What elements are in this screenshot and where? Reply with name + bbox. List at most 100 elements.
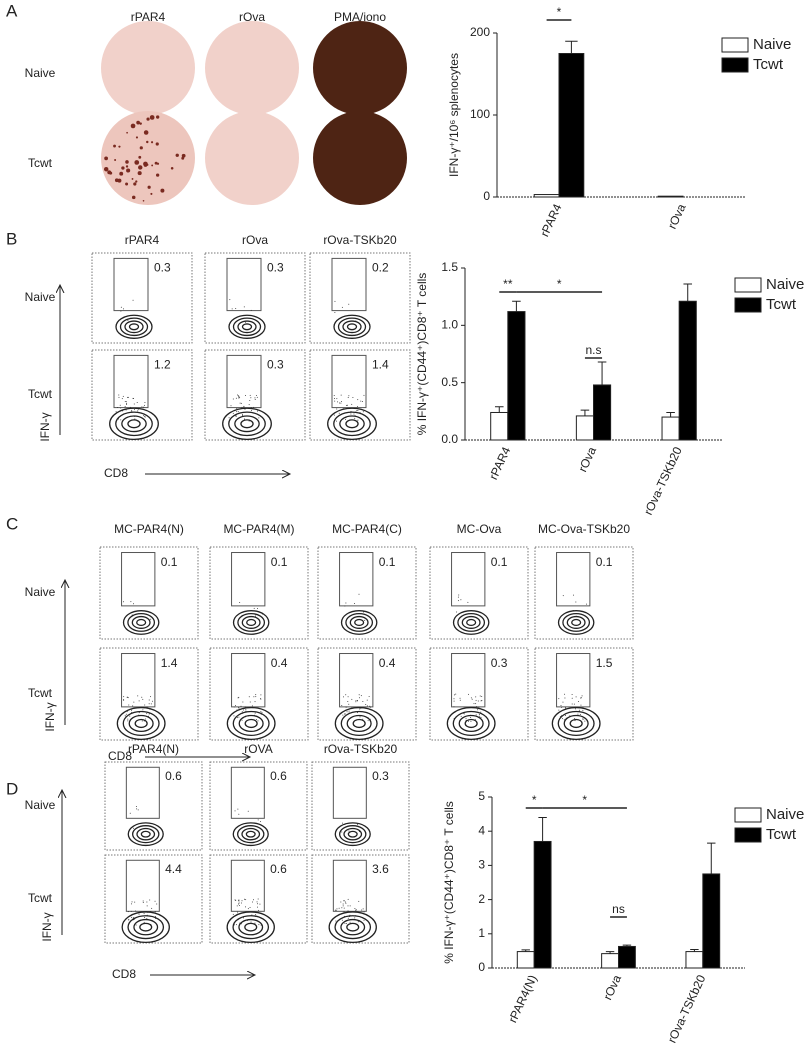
contour <box>240 419 254 429</box>
gate-value: 0.6 <box>165 769 182 783</box>
contour <box>461 615 481 629</box>
event <box>245 321 247 323</box>
event <box>127 911 129 913</box>
x-tick-label: rPAR4 <box>537 201 564 238</box>
event <box>233 706 235 708</box>
error-bar <box>622 944 632 947</box>
event <box>126 403 128 405</box>
contour <box>140 830 151 838</box>
event <box>255 719 257 721</box>
contour <box>347 830 358 838</box>
contour <box>131 615 151 629</box>
event <box>243 306 245 308</box>
spot <box>135 136 139 139</box>
spot <box>121 166 125 170</box>
event <box>355 700 357 702</box>
event <box>476 706 478 708</box>
event <box>480 700 482 702</box>
error-bar <box>494 406 504 413</box>
well <box>313 21 407 115</box>
contour <box>122 610 160 635</box>
event <box>347 905 349 907</box>
event <box>133 603 135 605</box>
event <box>235 705 237 707</box>
flow-plot <box>309 252 411 344</box>
well <box>205 21 299 115</box>
event <box>356 700 358 702</box>
gate <box>125 859 160 912</box>
y-tick-label: 3 <box>478 858 485 872</box>
event <box>344 713 346 715</box>
spot <box>139 122 142 125</box>
event <box>125 401 127 403</box>
event <box>360 400 362 402</box>
event <box>574 720 576 722</box>
contour <box>557 610 595 635</box>
event <box>254 399 256 401</box>
event <box>474 718 476 720</box>
well <box>313 111 407 205</box>
contour <box>232 317 262 337</box>
event <box>353 602 355 604</box>
column-title: MC-PAR4(N) <box>114 522 184 536</box>
gate-value: 1.4 <box>161 656 178 670</box>
event <box>463 713 465 715</box>
event <box>345 602 347 604</box>
event <box>335 920 337 922</box>
contour <box>236 825 265 844</box>
event <box>235 924 237 926</box>
event <box>340 400 342 402</box>
event <box>257 909 259 911</box>
event <box>477 700 479 702</box>
contour <box>334 706 384 740</box>
event <box>478 706 480 708</box>
event <box>133 701 135 703</box>
event <box>363 911 365 913</box>
event <box>337 401 339 403</box>
event <box>465 717 467 719</box>
flow-plot <box>311 854 410 944</box>
event <box>137 410 139 412</box>
contour <box>241 323 253 331</box>
event <box>563 719 565 721</box>
event <box>575 696 577 698</box>
event <box>345 902 347 904</box>
contour <box>133 918 159 936</box>
contour <box>333 411 371 437</box>
event <box>125 409 127 411</box>
event <box>344 901 346 903</box>
spot <box>131 177 134 180</box>
event <box>133 827 135 829</box>
gate-value: 1.5 <box>596 656 613 670</box>
contour <box>127 915 165 940</box>
event <box>480 711 482 713</box>
x-tick-label: rPAR4 <box>486 444 513 481</box>
event <box>151 700 153 702</box>
axis-label: CD8 <box>108 749 132 763</box>
event <box>578 709 580 711</box>
gate-value: 0.1 <box>596 555 613 569</box>
event <box>362 701 364 703</box>
spot <box>150 141 154 144</box>
event <box>249 906 251 908</box>
spot <box>125 160 129 164</box>
event <box>467 720 469 722</box>
flow-plot <box>91 252 193 344</box>
event <box>349 921 351 923</box>
event <box>130 910 132 912</box>
contour <box>238 714 264 733</box>
well <box>101 21 195 115</box>
event <box>459 697 461 699</box>
event <box>253 899 255 901</box>
gate-value: 0.6 <box>270 862 287 876</box>
contour <box>337 317 367 337</box>
contour <box>131 825 160 844</box>
event <box>341 306 343 308</box>
gate <box>332 766 367 819</box>
event <box>235 397 237 399</box>
event <box>341 919 343 921</box>
event <box>138 700 140 702</box>
event <box>238 396 240 398</box>
gate <box>556 653 591 708</box>
gate <box>451 653 486 708</box>
